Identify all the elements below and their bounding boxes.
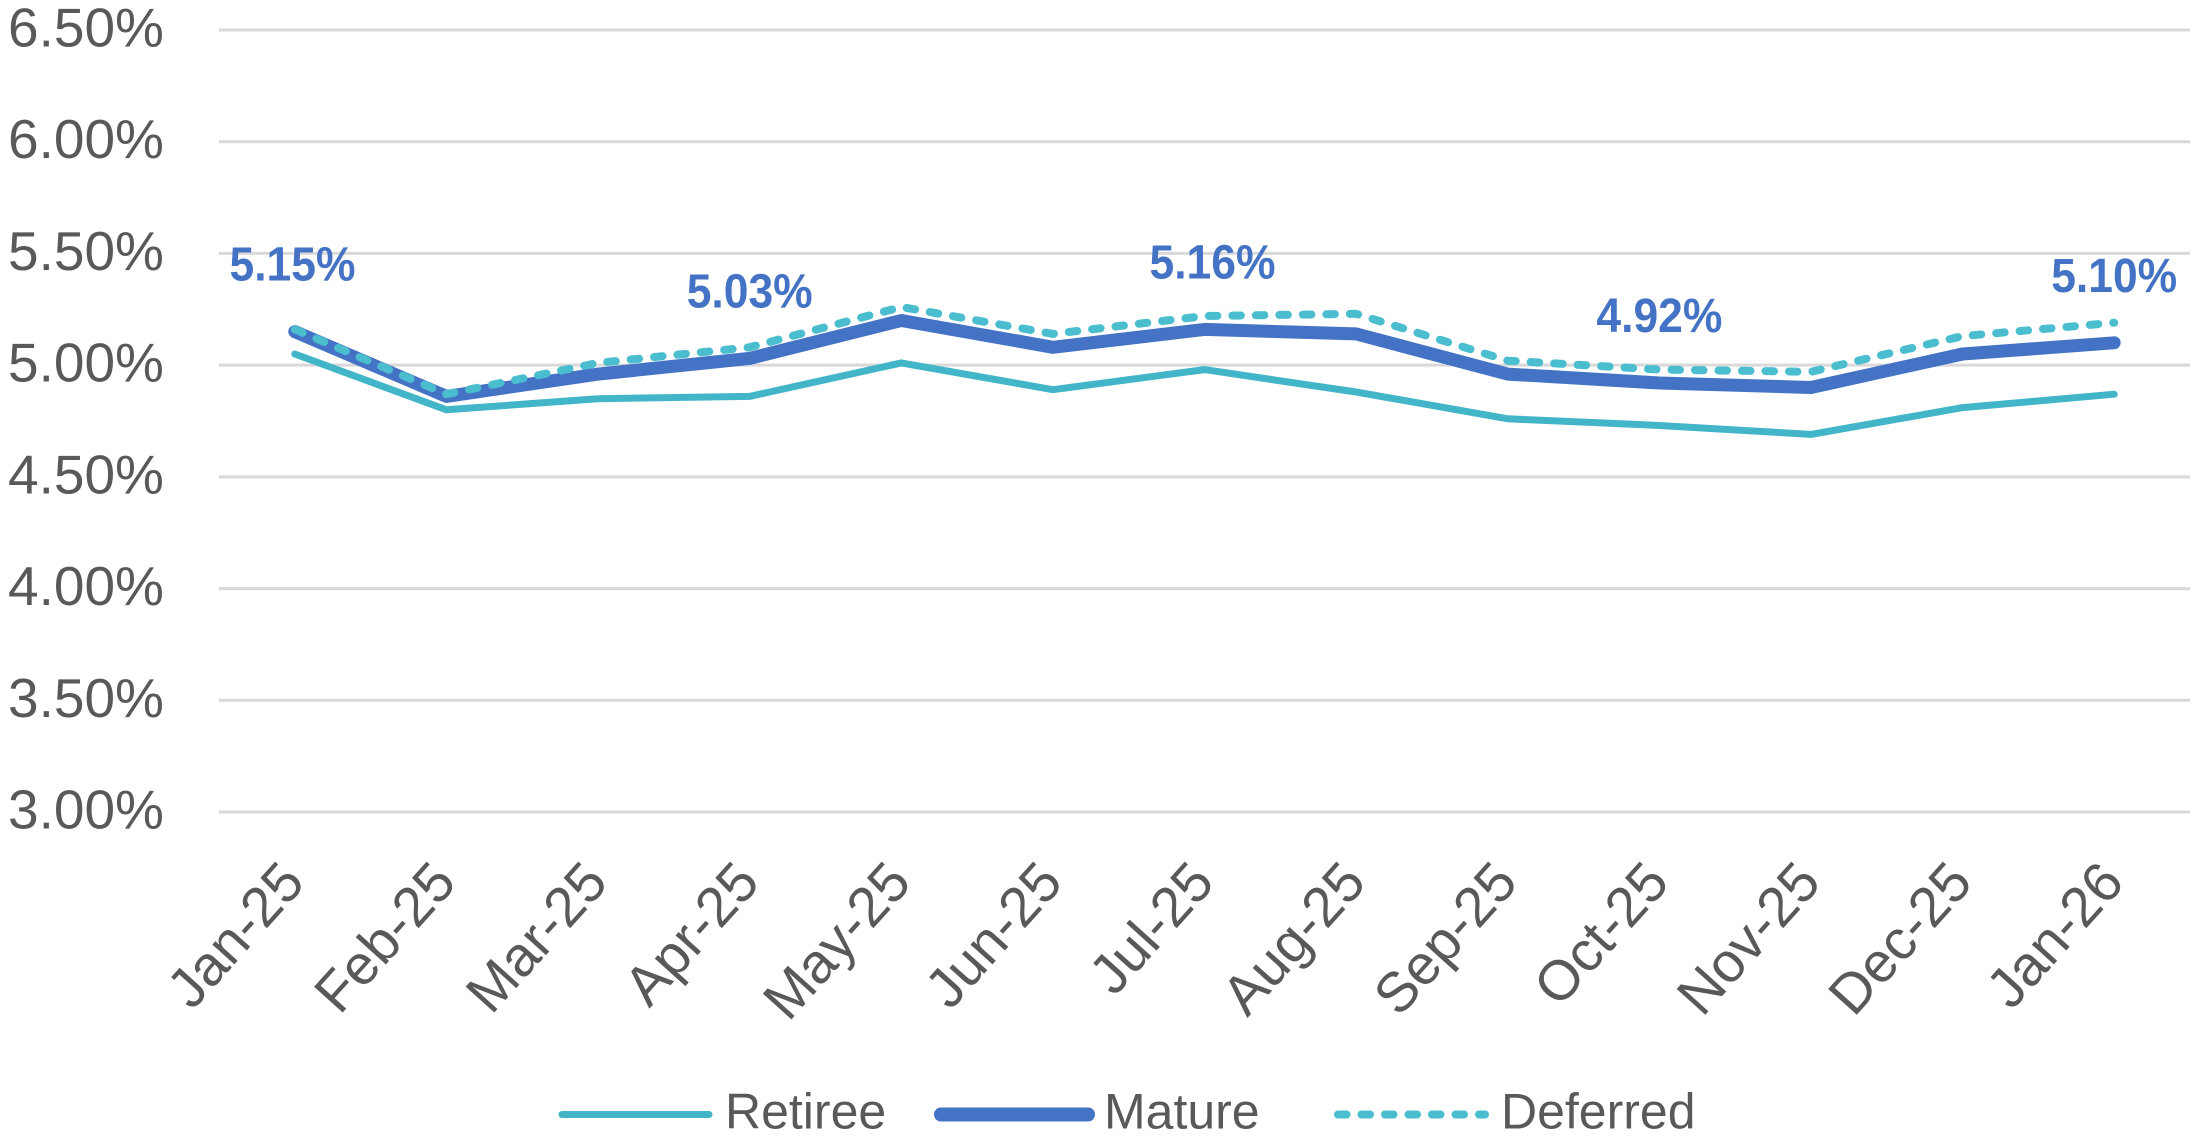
- svg-text:5.10%: 5.10%: [2051, 249, 2177, 303]
- svg-text:6.50%: 6.50%: [8, 0, 164, 59]
- svg-text:4.92%: 4.92%: [1596, 289, 1722, 343]
- svg-text:4.00%: 4.00%: [8, 555, 164, 617]
- svg-text:5.00%: 5.00%: [8, 332, 164, 394]
- svg-text:3.00%: 3.00%: [8, 779, 164, 841]
- svg-text:Retiree: Retiree: [725, 1084, 886, 1136]
- svg-text:5.16%: 5.16%: [1150, 235, 1276, 289]
- svg-text:Deferred: Deferred: [1501, 1084, 1696, 1136]
- svg-text:5.03%: 5.03%: [687, 264, 813, 318]
- svg-text:5.15%: 5.15%: [230, 238, 356, 292]
- svg-text:5.50%: 5.50%: [8, 220, 164, 282]
- svg-text:Mature: Mature: [1104, 1084, 1260, 1136]
- svg-text:6.00%: 6.00%: [8, 108, 164, 170]
- svg-text:4.50%: 4.50%: [8, 443, 164, 505]
- svg-text:3.50%: 3.50%: [8, 667, 164, 729]
